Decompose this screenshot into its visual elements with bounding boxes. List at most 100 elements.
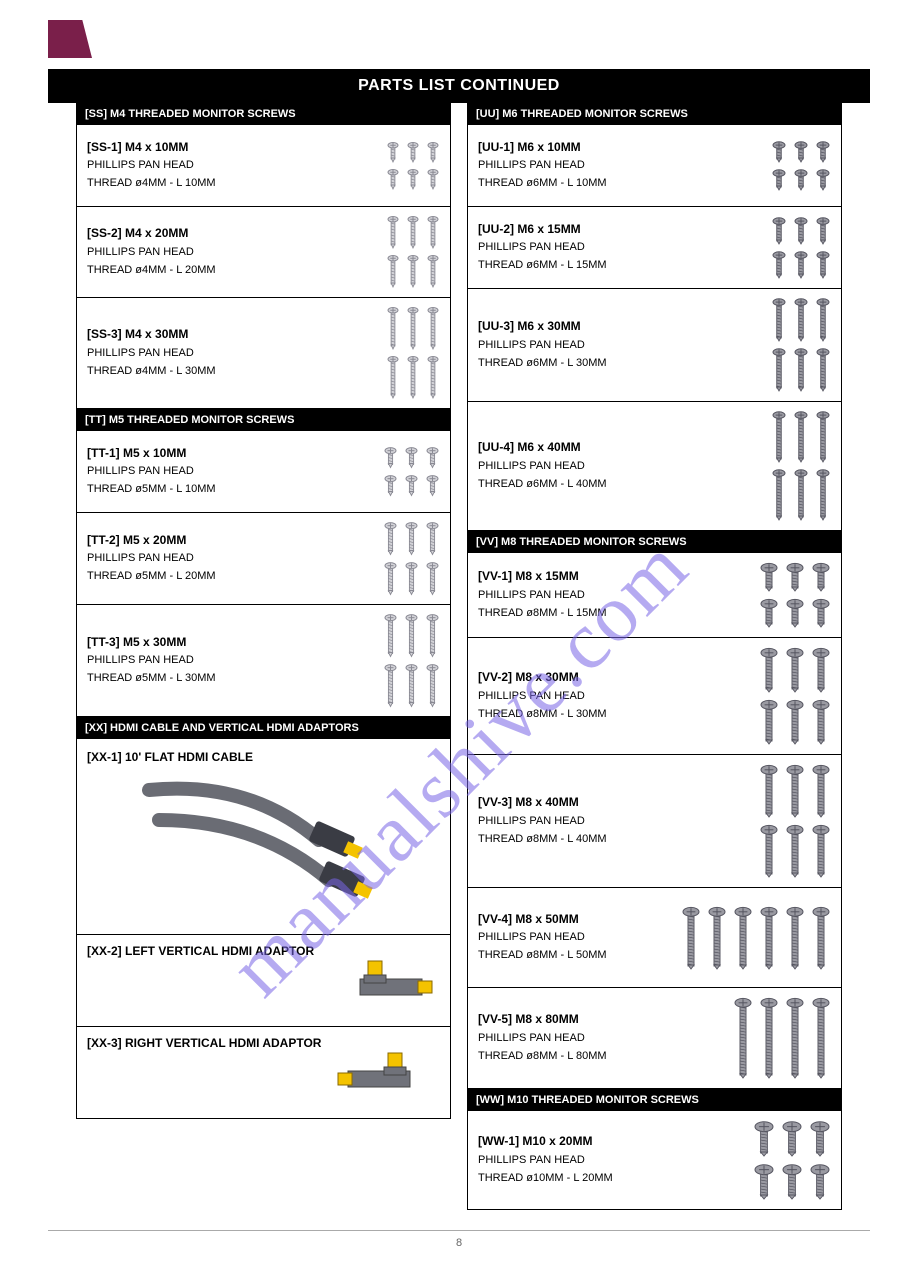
part-cell: [SS-2] M4 x 20MMPHILLIPS PAN HEADTHREAD … — [76, 207, 451, 298]
screw-row — [383, 561, 440, 597]
adapter-illustration — [330, 953, 440, 1009]
part-cell: [TT-2] M5 x 20MMPHILLIPS PAN HEADTHREAD … — [76, 513, 451, 605]
content-columns: [SS] M4 THREADED MONITOR SCREWS [SS-1] M4… — [76, 103, 842, 1210]
part-label: [TT-3] M5 x 30MMPHILLIPS PAN HEADTHREAD … — [87, 634, 383, 687]
brand-logo — [48, 20, 92, 58]
screw-row — [753, 1119, 831, 1158]
page-title-bar: PARTS LIST CONTINUED — [48, 69, 870, 103]
screw-illustration — [759, 646, 831, 746]
screw-row — [386, 306, 440, 351]
hdmi-cable-icon — [129, 770, 399, 920]
part-label: [WW-1] M10 x 20MMPHILLIPS PAN HEADTHREAD… — [478, 1133, 753, 1186]
part-cell: [VV-1] M8 x 15MMPHILLIPS PAN HEADTHREAD … — [467, 553, 842, 638]
screw-row — [759, 763, 831, 819]
section-header: [TT] M5 THREADED MONITOR SCREWS — [76, 409, 451, 431]
part-label: [SS-1] M4 x 10MMPHILLIPS PAN HEADTHREAD … — [87, 139, 386, 192]
screw-row — [386, 141, 440, 164]
part-cell: [XX-2] LEFT VERTICAL HDMI ADAPTOR — [76, 935, 451, 1027]
part-label: [VV-4] M8 x 50MMPHILLIPS PAN HEADTHREAD … — [478, 911, 681, 964]
screw-row — [759, 646, 831, 694]
part-label: [UU-2] M6 x 15MMPHILLIPS PAN HEADTHREAD … — [478, 221, 771, 274]
part-label: [VV-5] M8 x 80MMPHILLIPS PAN HEADTHREAD … — [478, 1011, 733, 1064]
screw-row — [383, 474, 440, 498]
screw-row — [771, 347, 831, 393]
screw-row — [771, 168, 831, 192]
part-label: [VV-2] M8 x 30MMPHILLIPS PAN HEADTHREAD … — [478, 669, 759, 722]
section-header: [XX] HDMI CABLE AND VERTICAL HDMI ADAPTO… — [76, 717, 451, 739]
part-cell: [XX-3] RIGHT VERTICAL HDMI ADAPTOR — [76, 1027, 451, 1119]
section-header: [VV] M8 THREADED MONITOR SCREWS — [467, 531, 842, 553]
screw-row — [383, 663, 440, 709]
screw-row — [386, 254, 440, 289]
screw-illustration — [383, 613, 440, 708]
right-column: [UU] M6 THREADED MONITOR SCREWS [UU-1] M6… — [467, 103, 842, 1210]
screw-illustration — [771, 140, 831, 192]
page: PARTS LIST CONTINUED manualshive.com [SS… — [0, 0, 918, 1279]
part-cell: [VV-3] M8 x 40MMPHILLIPS PAN HEADTHREAD … — [467, 755, 842, 888]
screw-illustration — [771, 410, 831, 522]
part-cell: [VV-2] M8 x 30MMPHILLIPS PAN HEADTHREAD … — [467, 638, 842, 755]
screw-row — [386, 168, 440, 191]
screw-row — [386, 215, 440, 250]
screw-row — [383, 446, 440, 470]
part-cell: [SS-3] M4 x 30MMPHILLIPS PAN HEADTHREAD … — [76, 298, 451, 409]
screw-row — [771, 140, 831, 164]
part-cell: [SS-1] M4 x 10MMPHILLIPS PAN HEADTHREAD … — [76, 125, 451, 207]
part-cell: [UU-3] M6 x 30MMPHILLIPS PAN HEADTHREAD … — [467, 289, 842, 402]
section-header: [WW] M10 THREADED MONITOR SCREWS — [467, 1089, 842, 1111]
screw-illustration — [386, 141, 440, 191]
section-header: [SS] M4 THREADED MONITOR SCREWS — [76, 103, 451, 125]
section-header: [UU] M6 THREADED MONITOR SCREWS — [467, 103, 842, 125]
part-label: [SS-2] M4 x 20MMPHILLIPS PAN HEADTHREAD … — [87, 225, 386, 278]
screw-illustration — [383, 446, 440, 497]
part-label: [UU-3] M6 x 30MMPHILLIPS PAN HEADTHREAD … — [478, 318, 771, 371]
screw-row — [733, 996, 831, 1080]
screw-row — [771, 250, 831, 280]
screw-illustration — [733, 996, 831, 1080]
part-label: [VV-3] M8 x 40MMPHILLIPS PAN HEADTHREAD … — [478, 794, 759, 847]
screw-row — [771, 468, 831, 522]
part-label: [XX-3] RIGHT VERTICAL HDMI ADAPTOR — [87, 1035, 330, 1052]
part-cell: [UU-4] M6 x 40MMPHILLIPS PAN HEADTHREAD … — [467, 402, 842, 531]
part-cell: [UU-2] M6 x 15MMPHILLIPS PAN HEADTHREAD … — [467, 207, 842, 289]
screw-row — [753, 1162, 831, 1201]
screw-illustration — [759, 561, 831, 629]
part-label: [UU-1] M6 x 10MMPHILLIPS PAN HEADTHREAD … — [478, 139, 771, 192]
screw-illustration — [759, 763, 831, 879]
part-label: [TT-2] M5 x 20MMPHILLIPS PAN HEADTHREAD … — [87, 532, 383, 585]
part-cell: [WW-1] M10 x 20MMPHILLIPS PAN HEADTHREAD… — [467, 1111, 842, 1210]
screw-row — [383, 521, 440, 557]
screw-row — [759, 597, 831, 629]
part-label: [SS-3] M4 x 30MMPHILLIPS PAN HEADTHREAD … — [87, 326, 386, 379]
screw-row — [771, 297, 831, 343]
adapter-illustration — [330, 1045, 440, 1101]
screw-illustration — [771, 216, 831, 280]
screw-row — [386, 355, 440, 400]
part-cell: [VV-4] M8 x 50MMPHILLIPS PAN HEADTHREAD … — [467, 888, 842, 988]
hdmi-adapter-icon — [330, 1045, 440, 1101]
part-label: [UU-4] M6 x 40MMPHILLIPS PAN HEADTHREAD … — [478, 439, 771, 492]
footer-divider — [48, 1230, 870, 1231]
part-cell: [TT-3] M5 x 30MMPHILLIPS PAN HEADTHREAD … — [76, 605, 451, 717]
screw-row — [681, 905, 831, 971]
part-label: [TT-1] M5 x 10MMPHILLIPS PAN HEADTHREAD … — [87, 445, 383, 498]
part-cell: [XX-1] 10' FLAT HDMI CABLE — [76, 739, 451, 935]
part-cell: [VV-5] M8 x 80MMPHILLIPS PAN HEADTHREAD … — [467, 988, 842, 1089]
screw-row — [759, 561, 831, 593]
screw-illustration — [386, 215, 440, 289]
part-label: [VV-1] M8 x 15MMPHILLIPS PAN HEADTHREAD … — [478, 568, 759, 621]
screw-illustration — [771, 297, 831, 393]
part-cell: [UU-1] M6 x 10MMPHILLIPS PAN HEADTHREAD … — [467, 125, 842, 207]
left-column: [SS] M4 THREADED MONITOR SCREWS [SS-1] M4… — [76, 103, 451, 1210]
screw-illustration — [386, 306, 440, 400]
screw-row — [759, 823, 831, 879]
screw-row — [759, 698, 831, 746]
part-label: [XX-1] 10' FLAT HDMI CABLE — [87, 749, 253, 766]
hdmi-adapter-icon — [330, 953, 440, 1009]
part-label: [XX-2] LEFT VERTICAL HDMI ADAPTOR — [87, 943, 330, 960]
screw-illustration — [753, 1119, 831, 1201]
screw-row — [771, 410, 831, 464]
screw-illustration — [383, 521, 440, 596]
screw-row — [771, 216, 831, 246]
part-cell: [TT-1] M5 x 10MMPHILLIPS PAN HEADTHREAD … — [76, 431, 451, 513]
